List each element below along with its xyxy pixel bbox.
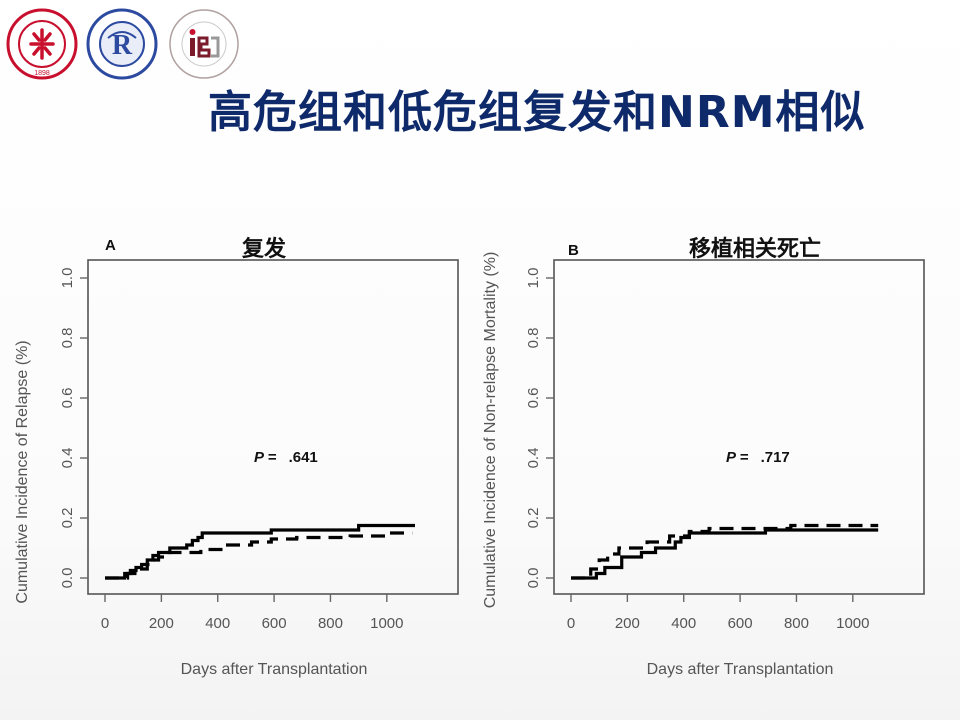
x-tick-label: 800 bbox=[318, 615, 343, 632]
svg-text:R: R bbox=[112, 30, 133, 61]
plot-frame bbox=[87, 259, 459, 595]
x-tick-label: 200 bbox=[149, 615, 174, 632]
peking-university-seal-icon: 1898 bbox=[6, 8, 78, 80]
x-tick-label: 0 bbox=[101, 615, 109, 632]
chart-title: 复发 bbox=[241, 236, 287, 262]
dashed-series-line bbox=[105, 531, 413, 580]
x-tick-label: 400 bbox=[205, 615, 230, 632]
solid-series-line bbox=[105, 523, 415, 580]
x-tick-label: 0 bbox=[567, 615, 575, 632]
x-tick-label: 600 bbox=[262, 615, 287, 632]
y-axis: 0.0 0.2 0.4 0.6 0.8 1.0 bbox=[59, 268, 88, 589]
y-tick-label: 0.0 bbox=[525, 568, 542, 589]
p-value: P = .717 bbox=[726, 449, 790, 466]
slide-title: 高危组和低危组复发和NRM相似 bbox=[208, 87, 866, 138]
plot-frame bbox=[553, 259, 925, 595]
p-value-label: P = bbox=[726, 449, 749, 466]
x-axis: 0 200 400 600 800 1000 bbox=[567, 594, 870, 632]
y-tick-label: 1.0 bbox=[59, 268, 76, 289]
x-tick-label: 400 bbox=[671, 615, 696, 632]
y-axis: 0.0 0.2 0.4 0.6 0.8 1.0 bbox=[525, 268, 554, 589]
y-tick-label: 0.8 bbox=[525, 328, 542, 349]
y-tick-label: 0.4 bbox=[525, 448, 542, 469]
x-tick-label: 200 bbox=[615, 615, 640, 632]
p-value: P = .641 bbox=[254, 449, 318, 466]
panel-letter: A bbox=[105, 237, 116, 254]
x-tick-label: 1000 bbox=[836, 615, 869, 632]
y-tick-label: 0.2 bbox=[525, 508, 542, 529]
y-tick-label: 0.6 bbox=[59, 388, 76, 409]
x-axis: 0 200 400 600 800 1000 bbox=[101, 594, 404, 632]
institute-of-hematology-seal-icon bbox=[168, 8, 240, 80]
nrm-chart: B 移植相关死亡 0 200 400 600 800 1000 0.0 0.2 0.4 0.6 0… bbox=[470, 200, 940, 710]
p-value-number: .641 bbox=[289, 449, 318, 466]
y-axis-title: Cumulative Incidence of Relapse (%) bbox=[14, 340, 31, 603]
y-axis-title: Cumulative Incidence of Non-relapse Mort… bbox=[482, 252, 499, 609]
p-value-number: .717 bbox=[761, 449, 790, 466]
x-tick-label: 800 bbox=[784, 615, 809, 632]
y-tick-label: 0.4 bbox=[59, 448, 76, 469]
dashed-series-line bbox=[571, 523, 879, 580]
panel-letter: B bbox=[568, 242, 579, 259]
y-tick-label: 1.0 bbox=[525, 268, 542, 289]
chart-title: 移植相关死亡 bbox=[689, 236, 821, 262]
x-tick-label: 1000 bbox=[370, 615, 403, 632]
y-tick-label: 0.0 bbox=[59, 568, 76, 589]
y-tick-label: 0.2 bbox=[59, 508, 76, 529]
logo-year: 1898 bbox=[34, 70, 50, 77]
series-group bbox=[105, 523, 415, 580]
y-tick-label: 0.6 bbox=[525, 388, 542, 409]
x-axis-title: Days after Transplantation bbox=[181, 661, 368, 678]
y-tick-label: 0.8 bbox=[59, 328, 76, 349]
peking-university-peoples-hospital-seal-icon: R bbox=[86, 8, 158, 80]
x-axis-title: Days after Transplantation bbox=[647, 661, 834, 678]
series-group bbox=[571, 523, 879, 580]
p-value-label: P = bbox=[254, 449, 277, 466]
relapse-chart: A 复发 0 200 400 600 800 1000 0.0 0.2 0.4 0.6 0.8 1.… bbox=[0, 200, 470, 710]
x-tick-label: 600 bbox=[728, 615, 753, 632]
